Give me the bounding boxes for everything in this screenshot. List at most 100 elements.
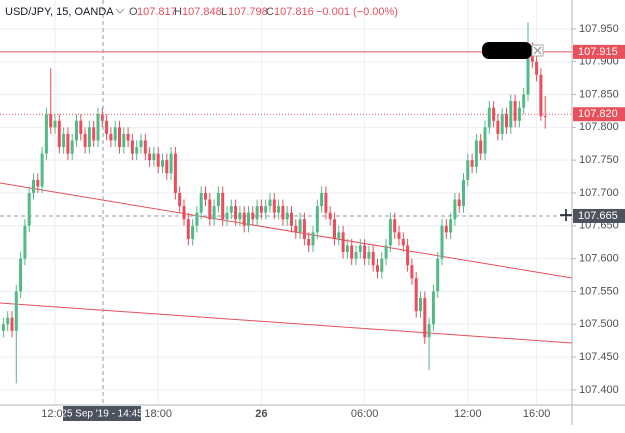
candles	[1, 22, 547, 384]
candle-body	[500, 114, 504, 134]
candle-body	[380, 258, 384, 272]
price-lines	[0, 51, 572, 217]
candle-body	[70, 140, 74, 154]
candle-body	[440, 225, 444, 259]
candle-body	[315, 206, 319, 233]
candle-body	[522, 94, 526, 108]
candle-body	[143, 140, 147, 154]
candle-body	[367, 252, 371, 259]
candle-body	[126, 133, 130, 141]
y-tick-label: 107.850	[579, 88, 619, 100]
candle-body	[513, 101, 517, 121]
candle-body	[96, 114, 100, 141]
candle-body	[199, 192, 203, 213]
ohlc-value: 107.816	[274, 6, 314, 18]
candle-body	[337, 232, 341, 239]
candle-body	[229, 206, 233, 213]
y-tick-label: 107.750	[579, 154, 619, 166]
candle-body	[234, 206, 238, 220]
candle-body	[436, 258, 440, 292]
candle-body	[53, 120, 57, 128]
symbol: USD/JPY, 15, OANDA	[5, 6, 114, 18]
candle-body	[431, 291, 435, 325]
candle-body	[376, 265, 379, 272]
candle-body	[285, 212, 289, 220]
candle-body	[397, 232, 401, 239]
candle-body	[457, 199, 461, 207]
candle-body	[350, 245, 354, 259]
candle-body	[470, 160, 474, 167]
candle-body	[264, 206, 268, 213]
candle-body	[148, 153, 152, 161]
candle-body	[152, 153, 156, 161]
candle-body	[156, 153, 160, 167]
price-tag-label: 107.915	[578, 46, 618, 58]
candle-body	[182, 206, 186, 220]
ohlc-label: O	[129, 6, 138, 18]
candle-body	[290, 212, 293, 226]
candle-body	[238, 212, 242, 220]
candle-body	[251, 212, 255, 220]
candle-body	[517, 107, 521, 121]
crosshair-time-label: 25 Sep '19 - 14:45	[61, 409, 143, 420]
candle-body	[139, 140, 143, 148]
candle-body	[212, 206, 216, 220]
candle-body	[496, 120, 500, 134]
x-tick-label: 26	[255, 408, 267, 420]
candle-body	[62, 133, 66, 148]
crosshair-tag	[573, 208, 625, 223]
y-tick-label: 107.450	[579, 351, 619, 363]
candle-body	[195, 212, 199, 226]
grid	[0, 0, 572, 405]
candle-body	[87, 127, 91, 148]
ohlc-label: C	[266, 6, 274, 18]
candle-body	[10, 317, 14, 331]
x-tick-label: 12:00	[41, 408, 69, 420]
candle-body	[311, 232, 315, 246]
candle-body	[466, 160, 470, 180]
candle-body	[535, 61, 539, 75]
candle-body	[393, 219, 397, 233]
candle-body	[410, 265, 414, 279]
candle-body	[406, 245, 410, 266]
close-icon	[533, 46, 542, 55]
cursor	[560, 209, 572, 221]
y-tick-label: 107.550	[579, 285, 619, 297]
candle-body	[294, 225, 298, 233]
candle-body	[307, 238, 311, 246]
candle-body	[75, 120, 78, 141]
candle-body	[333, 219, 336, 239]
candle-body	[208, 199, 212, 220]
candle-body	[268, 199, 272, 207]
candle-body	[354, 252, 358, 259]
candle-body	[44, 114, 48, 154]
candle-body	[27, 192, 31, 226]
candle-body	[483, 127, 487, 154]
dropdown-icon[interactable]	[115, 8, 125, 14]
candle-body	[57, 120, 61, 148]
candle-body	[277, 206, 281, 213]
candle-body	[324, 192, 328, 213]
candle-body	[221, 192, 225, 220]
ohlc-label: L	[221, 6, 227, 18]
candle-body	[247, 212, 250, 226]
candle-body	[427, 324, 431, 338]
candle-body	[543, 116, 547, 118]
candle-body	[113, 127, 117, 141]
candle-body	[487, 107, 491, 128]
y-tick-label: 107.500	[579, 318, 619, 330]
candle-body	[388, 219, 392, 246]
candle-body	[539, 74, 543, 117]
x-tick-label: 12:00	[454, 408, 482, 420]
change: −0.001 (−0.00%)	[316, 6, 398, 18]
candle-body	[1, 324, 5, 331]
candle-body	[135, 147, 139, 154]
candle-body	[242, 212, 246, 226]
candle-body	[6, 317, 10, 325]
candle-body	[216, 192, 220, 207]
candle-body	[419, 298, 422, 312]
ohlc-value: 107.817	[137, 6, 177, 18]
candle-body	[255, 206, 259, 220]
y-tick-label: 107.400	[579, 384, 619, 396]
